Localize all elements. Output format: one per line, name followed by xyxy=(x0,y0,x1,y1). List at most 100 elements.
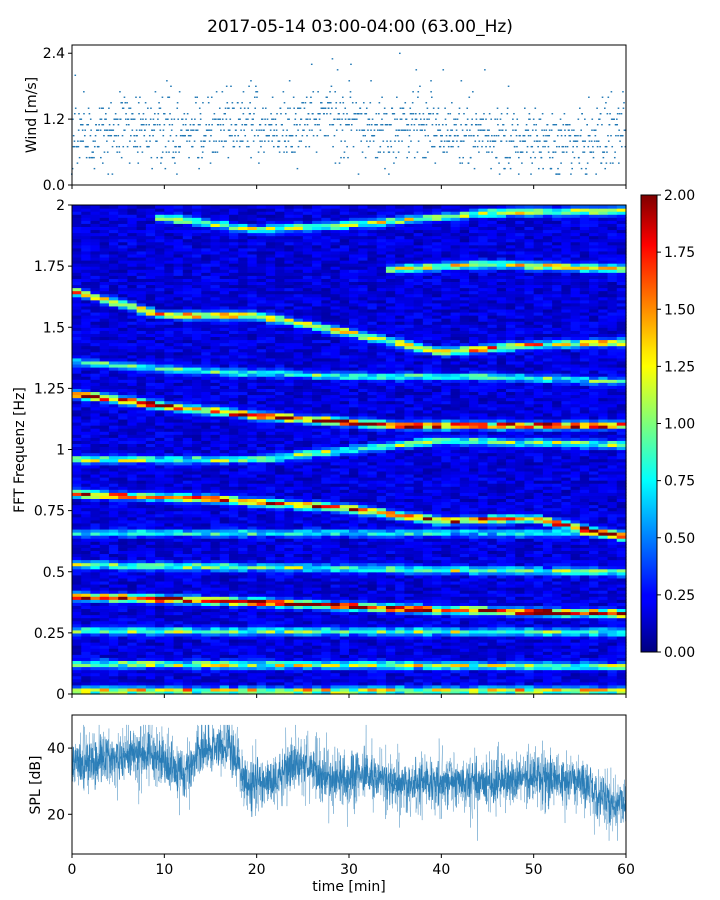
spectrogram-cell xyxy=(552,599,562,603)
wind-point xyxy=(72,145,75,148)
wind-point xyxy=(512,140,515,142)
spectrogram-cell xyxy=(72,611,82,616)
spectrogram-cell xyxy=(598,657,609,661)
wind-point xyxy=(533,124,535,126)
spectrogram-cell xyxy=(413,623,424,628)
spectrogram-cell xyxy=(136,577,147,582)
wind-point xyxy=(221,140,223,142)
spectrogram-cell xyxy=(127,580,138,585)
spectrogram-cell xyxy=(441,513,452,518)
spectrogram-cell xyxy=(505,565,516,570)
spectrogram-cell xyxy=(164,599,175,603)
wind-point xyxy=(139,96,141,98)
spectrogram-cell xyxy=(542,611,553,616)
spectrogram-cell xyxy=(349,605,359,610)
spectrogram-cell xyxy=(542,657,553,661)
spectrogram-cell xyxy=(265,596,276,600)
wind-point xyxy=(352,118,354,120)
wind-point xyxy=(239,140,242,142)
wind-point xyxy=(136,134,138,137)
spectrogram-cell xyxy=(616,681,627,686)
spectrogram-cell xyxy=(72,577,82,582)
spectrogram-cell xyxy=(561,638,572,643)
spectrogram-cell xyxy=(90,525,101,530)
spectrogram-cell xyxy=(108,678,119,683)
spectrogram-cell xyxy=(127,577,138,582)
spectrogram-cell xyxy=(265,590,276,594)
spectrogram-cell xyxy=(219,568,230,573)
spectrogram-cell xyxy=(524,553,535,558)
spectrogram-cell xyxy=(118,510,128,515)
spectrogram-cell xyxy=(450,611,461,616)
spectrogram-cell xyxy=(367,669,378,674)
spectrogram-cell xyxy=(478,550,489,555)
spectrogram-cell xyxy=(284,645,295,649)
spectrogram-cell xyxy=(182,638,193,643)
spectrogram-cell xyxy=(173,648,184,652)
wind-point xyxy=(575,134,577,137)
wind-point xyxy=(555,145,558,148)
spectrogram-cell xyxy=(173,638,184,643)
wind-point xyxy=(128,162,131,164)
wind-point xyxy=(381,118,383,120)
spectrogram-cell xyxy=(570,553,581,558)
spectrogram-cell xyxy=(81,541,92,545)
spectrogram-cell xyxy=(238,629,249,634)
spectrogram-cell xyxy=(90,608,101,613)
spectrogram-cell xyxy=(385,690,396,695)
spectrogram-cell xyxy=(524,590,535,594)
spectrogram-cell xyxy=(247,681,258,686)
spectrogram-cell xyxy=(367,642,378,646)
spectrogram-cell xyxy=(367,559,378,564)
spectrogram-cell xyxy=(487,620,498,625)
spectrogram-cell xyxy=(238,672,249,677)
spectrogram-cell xyxy=(542,669,553,674)
spectrogram-cell xyxy=(524,642,535,646)
spectrogram-cell xyxy=(155,681,165,686)
spectrogram-cell xyxy=(275,614,285,619)
wind-point xyxy=(526,145,529,148)
wind-point xyxy=(239,118,241,120)
spectrogram-cell xyxy=(607,626,618,631)
spectrogram-cell xyxy=(589,547,599,551)
spectrogram-cell xyxy=(524,645,535,649)
spectrogram-cell xyxy=(339,657,350,661)
wind-point xyxy=(570,162,573,164)
wind-point xyxy=(338,118,341,120)
spectrogram-cell xyxy=(72,651,82,655)
spectrogram-cell xyxy=(533,690,544,695)
spectrogram-cell xyxy=(450,513,461,518)
spectrogram-cell xyxy=(108,626,119,631)
wind-point xyxy=(143,124,145,126)
spectrogram-cell xyxy=(275,519,285,524)
spectrogram-cell xyxy=(385,544,396,548)
spectrogram-cell xyxy=(561,642,572,646)
spectrogram-cell xyxy=(395,617,405,622)
spectrogram-cell xyxy=(145,642,156,646)
wind-point xyxy=(165,151,168,153)
spectrogram-cell xyxy=(570,593,581,597)
spectrogram-cell xyxy=(432,681,442,686)
spectrogram-cell xyxy=(349,675,359,680)
spectrogram-cell xyxy=(228,657,239,661)
spectrogram-cell xyxy=(182,571,193,576)
wind-point xyxy=(370,80,372,82)
wind-point xyxy=(213,113,216,115)
wind-point xyxy=(117,124,120,126)
wind-point xyxy=(495,156,498,159)
wind-point xyxy=(255,85,257,87)
spectrogram-cell xyxy=(607,651,618,655)
spectrogram-cell xyxy=(302,510,313,515)
wind-point xyxy=(506,113,509,115)
spectrogram-cell xyxy=(201,593,212,597)
wind-point xyxy=(584,173,587,175)
wind-point xyxy=(71,167,74,170)
wind-point xyxy=(571,129,573,131)
spectrogram-cell xyxy=(524,538,535,542)
spectrogram-cell xyxy=(256,522,267,527)
wind-point xyxy=(211,124,213,126)
spectrogram-cell xyxy=(524,599,535,603)
spectrogram-cell xyxy=(469,541,479,545)
spectrogram-cell xyxy=(385,568,396,573)
wind-point xyxy=(306,124,309,126)
